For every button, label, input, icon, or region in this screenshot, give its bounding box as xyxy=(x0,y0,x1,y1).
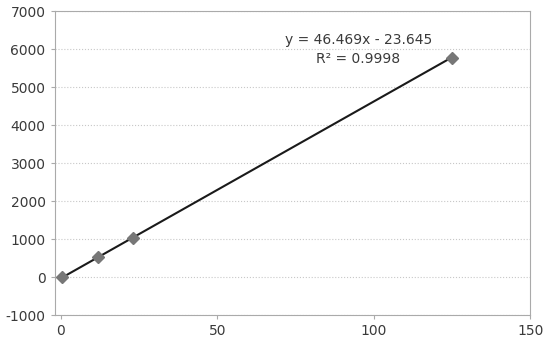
Text: R² = 0.9998: R² = 0.9998 xyxy=(316,52,400,66)
Text: y = 46.469x - 23.645: y = 46.469x - 23.645 xyxy=(284,33,432,46)
